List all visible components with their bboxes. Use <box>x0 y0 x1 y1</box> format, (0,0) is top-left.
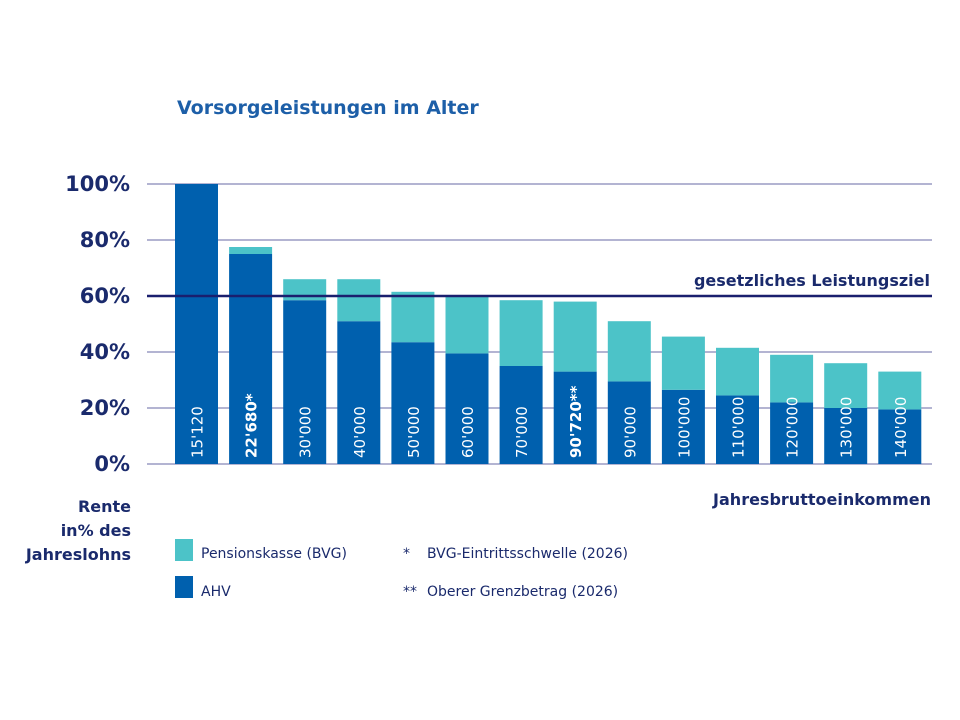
bar-ahv <box>878 409 922 464</box>
bar-bvg <box>878 371 922 410</box>
bar-group: 50'000 <box>391 291 435 464</box>
bar-group: 140'000 <box>878 371 922 464</box>
category-label: 140'000 <box>892 397 910 458</box>
legend-label-ahv: AHV <box>201 584 231 600</box>
category-label: 90'000 <box>621 406 639 458</box>
footnote-marker-1: * <box>403 546 410 562</box>
bar-group: 110'000 <box>716 347 759 464</box>
y-axis-ticks: 0% 20% 40% 60% 80% 100% <box>65 172 130 476</box>
footnote-text-2: Oberer Grenzbetrag (2026) <box>427 584 618 600</box>
category-label: 40'000 <box>351 406 369 458</box>
category-label: 130'000 <box>838 397 856 458</box>
bar-group: 120'000 <box>770 354 814 464</box>
category-label: 90'720** <box>567 385 585 458</box>
category-label: 120'000 <box>784 397 802 458</box>
y-tick-label: 60% <box>80 284 130 308</box>
legend: Pensionskasse (BVG) AHV <box>175 539 347 600</box>
legend-label-bvg: Pensionskasse (BVG) <box>201 546 347 562</box>
bar-group: 22'680* <box>229 247 273 464</box>
x-axis-label: Jahresbruttoeinkommen <box>712 490 931 509</box>
category-label: 22'680* <box>243 393 261 458</box>
bar-group: 15'120 <box>175 184 218 464</box>
y-axis-label-line-2: in% des <box>61 521 131 540</box>
reference-line-label: gesetzliches Leistungsziel <box>694 271 930 290</box>
y-tick-label: 80% <box>80 228 130 252</box>
y-axis-label-line-3: Jahreslohns <box>25 545 131 564</box>
bar-bvg <box>661 336 705 390</box>
legend-swatch-bvg <box>175 539 193 561</box>
category-label: 50'000 <box>405 406 423 458</box>
bar-group: 100'000 <box>661 336 705 464</box>
bar-ahv <box>770 402 814 464</box>
bar-bvg <box>716 347 759 396</box>
bar-bvg <box>229 247 273 254</box>
bar-bvg <box>824 363 868 408</box>
bar-bvg <box>499 300 543 366</box>
reference-line-group: gesetzliches Leistungsziel <box>147 271 932 298</box>
category-label: 100'000 <box>675 397 693 458</box>
category-label: 15'120 <box>189 406 207 458</box>
bar-ahv <box>445 353 489 464</box>
bar-ahv <box>716 395 759 464</box>
bars: 15'120 22'680* 30'000 40'000 50'000 60'000 70'… <box>175 184 922 464</box>
bar-group: 90'720** <box>553 301 597 464</box>
y-tick-label: 20% <box>80 396 130 420</box>
bar-group: 90'000 <box>607 321 651 464</box>
bar-group: 30'000 <box>283 279 327 464</box>
y-axis-label-line-1: Rente <box>78 497 131 516</box>
footnotes: * BVG-Eintrittsschwelle (2026) ** Oberer… <box>403 546 628 600</box>
bar-ahv <box>553 371 597 464</box>
footnote-text-1: BVG-Eintrittsschwelle (2026) <box>427 546 628 562</box>
bar-group: 40'000 <box>337 279 381 464</box>
bar-bvg <box>337 279 381 322</box>
category-label: 60'000 <box>459 406 477 458</box>
bar-ahv <box>661 389 705 464</box>
bar-ahv <box>391 342 435 464</box>
bar-ahv <box>499 366 543 464</box>
category-label: 110'000 <box>730 397 748 458</box>
y-tick-label: 40% <box>80 340 130 364</box>
bar-bvg <box>770 354 814 403</box>
bar-bvg <box>391 291 435 343</box>
bar-bvg <box>607 321 651 382</box>
chart-title: Vorsorgeleistungen im Alter <box>177 97 479 119</box>
bar-ahv <box>229 254 273 464</box>
bar-ahv <box>337 321 381 464</box>
bar-ahv <box>824 408 868 464</box>
bar-ahv <box>175 184 218 464</box>
footnote-marker-2: ** <box>403 584 417 600</box>
category-label: 30'000 <box>297 406 315 458</box>
legend-swatch-ahv <box>175 576 193 598</box>
bar-group: 70'000 <box>499 300 543 464</box>
bar-bvg <box>445 296 489 354</box>
bar-group: 60'000 <box>445 296 489 464</box>
bar-bvg <box>553 301 597 372</box>
category-label: 70'000 <box>513 406 531 458</box>
bar-ahv <box>607 381 651 464</box>
y-axis-label: Rente in% des Jahreslohns <box>25 497 131 564</box>
y-tick-label: 100% <box>65 172 130 196</box>
bar-group: 130'000 <box>824 363 868 464</box>
bar-ahv <box>283 300 327 464</box>
y-tick-label: 0% <box>94 452 130 476</box>
